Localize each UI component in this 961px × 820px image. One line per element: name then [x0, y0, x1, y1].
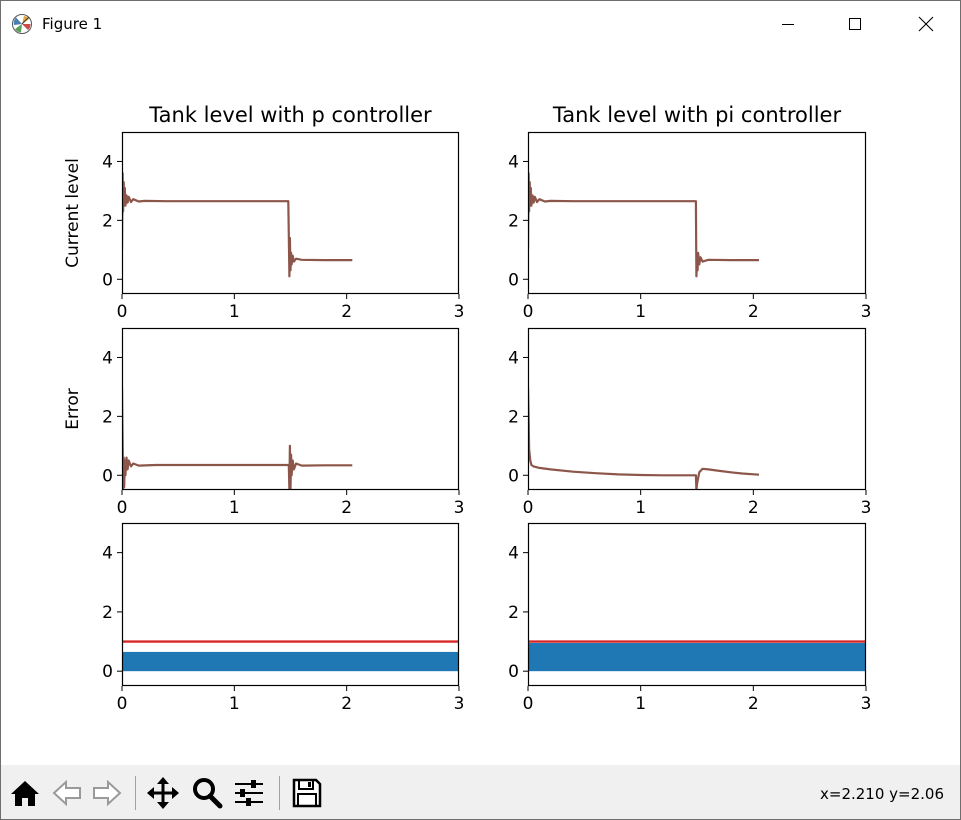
- maximize-button[interactable]: [832, 1, 878, 47]
- title-bar[interactable]: Figure 1: [1, 1, 960, 47]
- forward-button[interactable]: [89, 773, 125, 813]
- axes-frame: [527, 522, 867, 687]
- back-icon: [52, 779, 81, 807]
- data-line-series: [122, 386, 353, 490]
- tank-level-bar: [122, 651, 459, 672]
- home-button[interactable]: [7, 773, 43, 813]
- y-tick-label: 0: [508, 466, 519, 486]
- tank-level-bar: [528, 643, 866, 672]
- configure-subplots-icon: [235, 780, 263, 806]
- y-tick-label: 2: [102, 211, 113, 231]
- x-tick-label: 1: [635, 302, 646, 322]
- toolbar-separator: [279, 776, 280, 810]
- x-tick-label: 1: [635, 498, 646, 518]
- x-tick-label: 3: [861, 302, 872, 322]
- y-tick-label: 2: [102, 603, 113, 623]
- forward-icon: [93, 779, 122, 807]
- y-tick-label: 0: [102, 662, 113, 682]
- x-tick-label: 2: [748, 498, 759, 518]
- x-tick-label: 2: [341, 498, 352, 518]
- y-tick-label: 2: [508, 407, 519, 427]
- subplot-pi-error: 0 1 2 3 0 2 4: [508, 327, 872, 518]
- x-tick-label: 1: [229, 302, 240, 322]
- y-tick-label: 4: [102, 152, 113, 172]
- subplots-svg: 0 1 2 3 0 2 4 Tank level with p controller Curre…: [63, 103, 872, 714]
- window-title: Figure 1: [42, 15, 103, 33]
- x-tick-label: 3: [454, 498, 465, 518]
- y-tick-label: 4: [102, 348, 113, 368]
- y-axis-label: Error: [63, 388, 83, 429]
- data-line-series: [528, 386, 760, 490]
- toolbar-separator: [135, 776, 136, 810]
- y-tick-label: 2: [508, 211, 519, 231]
- axes-frame: [121, 522, 460, 687]
- x-tick-label: 2: [748, 694, 759, 714]
- x-tick-label: 0: [117, 498, 128, 518]
- y-tick-label: 4: [102, 544, 113, 564]
- y-tick-label: 2: [102, 407, 113, 427]
- y-tick-label: 0: [508, 662, 519, 682]
- subplot-title: Tank level with p controller: [148, 103, 432, 127]
- y-tick-label: 2: [508, 603, 519, 623]
- data-line-series: [528, 172, 759, 278]
- axes-frame: [527, 131, 867, 295]
- axes-frame: [527, 327, 867, 491]
- minimize-button[interactable]: [765, 1, 811, 47]
- minimize-icon: [782, 24, 794, 25]
- configure-subplots-button[interactable]: [231, 773, 267, 813]
- maximize-icon: [849, 18, 861, 30]
- y-tick-label: 0: [508, 270, 519, 290]
- x-tick-label: 1: [229, 694, 240, 714]
- figure-canvas[interactable]: 0 1 2 3 0 2 4 Tank level with p controller Curre…: [1, 47, 960, 765]
- close-icon: [918, 16, 934, 32]
- back-button[interactable]: [49, 773, 85, 813]
- x-tick-label: 2: [341, 302, 352, 322]
- close-button[interactable]: [903, 1, 949, 47]
- subplot-p-tank: 0 1 2 3 0 2 4: [102, 522, 465, 714]
- subplot-pi-tank: 0 1 2 3 0 2 4: [508, 522, 872, 714]
- save-icon: [292, 778, 322, 808]
- axes-frame: [121, 327, 460, 491]
- x-tick-label: 1: [635, 694, 646, 714]
- x-tick-label: 0: [117, 302, 128, 322]
- x-tick-label: 1: [229, 498, 240, 518]
- x-tick-label: 0: [523, 694, 534, 714]
- y-tick-label: 0: [102, 466, 113, 486]
- x-tick-label: 3: [454, 694, 465, 714]
- y-tick-label: 4: [508, 348, 519, 368]
- y-axis-label: Current level: [63, 158, 83, 268]
- pan-icon: [147, 777, 179, 809]
- zoom-button[interactable]: [189, 773, 225, 813]
- x-tick-label: 0: [523, 498, 534, 518]
- x-tick-label: 3: [861, 694, 872, 714]
- y-tick-label: 4: [508, 152, 519, 172]
- cursor-coordinates: x=2.210 y=2.06: [820, 785, 944, 803]
- zoom-icon: [193, 778, 223, 809]
- x-tick-label: 0: [117, 694, 128, 714]
- x-tick-label: 2: [341, 694, 352, 714]
- subplot-p-level: 0 1 2 3 0 2 4 Tank level with p controller Curre…: [63, 103, 464, 322]
- matplotlib-logo-icon: [12, 14, 32, 34]
- pan-button[interactable]: [145, 773, 181, 813]
- axes-frame: [121, 131, 460, 295]
- x-tick-label: 3: [861, 498, 872, 518]
- data-line-series: [122, 172, 353, 278]
- navigation-toolbar: x=2.210 y=2.06: [1, 765, 960, 819]
- y-tick-label: 0: [102, 270, 113, 290]
- y-tick-label: 4: [508, 544, 519, 564]
- home-icon: [11, 781, 39, 806]
- x-tick-label: 3: [454, 302, 465, 322]
- x-tick-label: 0: [523, 302, 534, 322]
- x-tick-label: 2: [748, 302, 759, 322]
- save-button[interactable]: [289, 773, 325, 813]
- subplot-title: Tank level with pi controller: [552, 103, 842, 127]
- subplot-pi-level: 0 1 2 3 0 2 4 Tank level with pi controller: [508, 103, 871, 322]
- subplot-p-error: 0 1 2 3 0 2 4 Error: [63, 327, 465, 518]
